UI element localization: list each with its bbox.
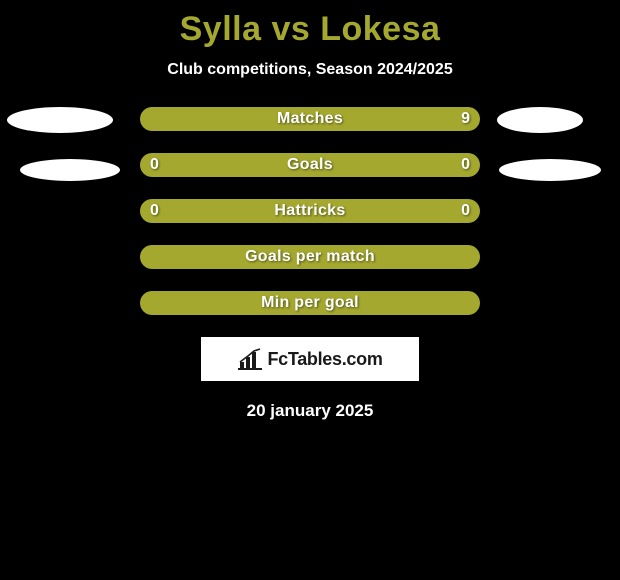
- stat-left-value: 0: [150, 156, 159, 174]
- stat-label: Goals: [287, 156, 333, 174]
- stat-row-goals-per-match: Goals per match: [140, 245, 480, 269]
- stat-label: Goals per match: [245, 248, 375, 266]
- stat-row-matches: Matches 9: [140, 107, 480, 131]
- date-text: 20 january 2025: [0, 401, 620, 421]
- player-ellipse-right-1: [497, 107, 583, 133]
- stat-label: Matches: [277, 110, 343, 128]
- stat-right-value: 0: [461, 202, 470, 220]
- page-subtitle: Club competitions, Season 2024/2025: [0, 61, 620, 79]
- stat-label: Hattricks: [274, 202, 345, 220]
- stat-right-value: 9: [461, 110, 470, 128]
- brand-text: FcTables.com: [267, 349, 382, 370]
- stat-row-min-per-goal: Min per goal: [140, 291, 480, 315]
- stat-left-value: 0: [150, 202, 159, 220]
- player-ellipse-right-2: [499, 159, 601, 181]
- stats-area: Matches 9 0 Goals 0 0 Hattricks 0 Goals …: [0, 107, 620, 315]
- stat-right-value: 0: [461, 156, 470, 174]
- stat-row-hattricks: 0 Hattricks 0: [140, 199, 480, 223]
- stat-label: Min per goal: [261, 294, 359, 312]
- bar-chart-icon: [237, 348, 263, 370]
- brand-badge: FcTables.com: [201, 337, 419, 381]
- player-ellipse-left-2: [20, 159, 120, 181]
- page-title: Sylla vs Lokesa: [0, 0, 620, 49]
- player-ellipse-left-1: [7, 107, 113, 133]
- stat-row-goals: 0 Goals 0: [140, 153, 480, 177]
